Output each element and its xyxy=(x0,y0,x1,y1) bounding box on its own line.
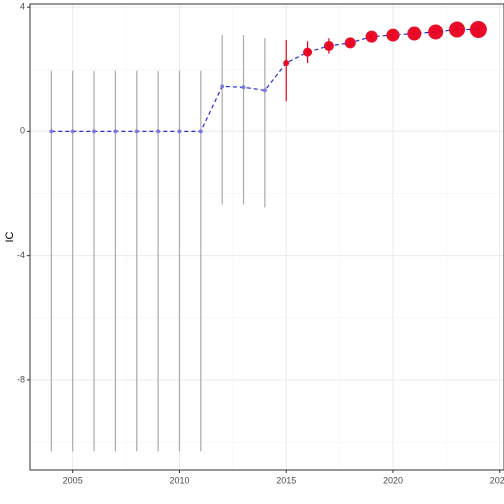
point xyxy=(134,129,139,134)
y-tick-label: -8 xyxy=(17,374,25,384)
point xyxy=(365,30,378,43)
point xyxy=(92,129,97,134)
point xyxy=(198,129,203,134)
point xyxy=(344,37,356,49)
x-tick-label: 2025 xyxy=(490,475,504,485)
point xyxy=(241,85,246,90)
point xyxy=(407,26,422,41)
point xyxy=(262,88,267,93)
point xyxy=(283,60,290,67)
y-axis-title: IC xyxy=(4,231,16,242)
point xyxy=(428,24,444,40)
trend-line xyxy=(51,28,479,132)
x-tick-label: 2015 xyxy=(276,475,296,485)
x-tick-label: 2005 xyxy=(63,475,83,485)
point xyxy=(156,129,161,134)
x-tick-label: 2020 xyxy=(383,475,403,485)
point xyxy=(70,129,75,134)
point xyxy=(469,20,487,38)
point xyxy=(49,129,54,134)
point xyxy=(177,129,182,134)
plot-background xyxy=(30,4,504,470)
point xyxy=(303,47,313,57)
y-tick-label: 0 xyxy=(20,126,25,136)
point xyxy=(113,129,118,134)
plot-border xyxy=(29,3,504,471)
y-tick-label: 4 xyxy=(20,1,25,11)
x-tick-label: 2010 xyxy=(169,475,189,485)
point xyxy=(386,28,400,42)
point xyxy=(449,21,466,38)
point xyxy=(323,40,334,51)
y-tick-label: -4 xyxy=(17,250,25,260)
point xyxy=(220,84,225,89)
